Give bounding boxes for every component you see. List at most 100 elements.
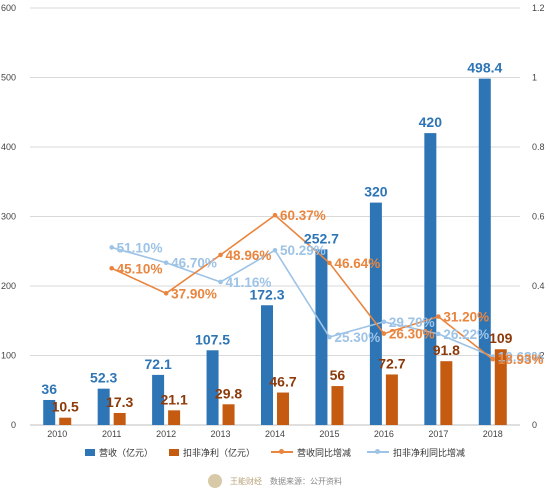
legend-label-revenue-growth: 营收同比增减	[297, 447, 352, 458]
revenue-data-label: 498.4	[467, 60, 502, 76]
revenue-data-label: 72.1	[144, 356, 171, 372]
y-right-tick-label: 0.2	[532, 351, 545, 361]
x-tick-label: 2018	[483, 429, 503, 439]
revenue-growth-data-label: 48.96%	[226, 248, 272, 263]
y-left-tick-label: 100	[1, 351, 16, 361]
revenue-growth-data-label: 60.37%	[280, 208, 326, 223]
legend-swatch-revenue	[84, 448, 95, 456]
profit-bar	[59, 417, 72, 425]
x-tick-label: 2016	[374, 429, 394, 439]
brand-logo-icon	[208, 474, 222, 488]
y-left-tick-label: 0	[11, 420, 16, 430]
revenue-data-label: 107.5	[195, 331, 230, 347]
revenue-growth-point	[163, 290, 169, 296]
profit-growth-point	[272, 247, 278, 253]
revenue-growth-data-label: 45.10%	[117, 261, 163, 276]
revenue-data-label: 172.3	[249, 286, 284, 302]
revenue-growth-data-label: 31.20%	[443, 310, 489, 325]
legend: 营收（亿元） 扣非净利（亿元） 营收同比增减 扣非净利同比增减	[0, 443, 550, 461]
revenue-growth-point	[218, 252, 223, 258]
x-tick-label: 2015	[319, 429, 339, 439]
revenue-bar	[152, 374, 165, 425]
revenue-data-label: 36	[41, 381, 57, 397]
legend-swatch-revenue-growth	[271, 449, 293, 454]
y-left-tick-label: 600	[1, 3, 16, 13]
profit-growth-point	[381, 319, 387, 325]
profit-bar	[494, 349, 507, 425]
y-left-tick-label: 200	[1, 281, 16, 291]
legend-item-profit-growth: 扣非净利同比增减	[367, 446, 465, 459]
footer: 王能财经 数据来源：公开资料	[0, 470, 550, 492]
profit-growth-point	[327, 334, 332, 340]
revenue-growth-data-label: 18.93%	[498, 352, 544, 367]
data-source: 数据来源：公开资料	[270, 476, 342, 486]
brand-name: 王能财经	[230, 476, 262, 486]
profit-bar	[440, 361, 453, 425]
revenue-bar	[43, 399, 56, 425]
x-tick-label: 2011	[102, 429, 121, 439]
profit-data-label: 21.1	[160, 391, 187, 407]
revenue-bar	[261, 305, 273, 425]
combo-chart: 0 100 200 300 400 500 600 0 0.2 0.4 0.6 0.8 1 1.2 2010…	[1, 3, 545, 439]
legend-swatch-profit	[168, 448, 179, 456]
y-right-tick-label: 0.8	[532, 142, 545, 152]
x-tick-label: 2012	[156, 429, 176, 439]
legend-item-revenue: 营收（亿元）	[84, 446, 153, 459]
profit-data-label: 10.5	[52, 399, 79, 415]
profit-bar	[277, 392, 289, 425]
revenue-data-label: 320	[364, 184, 388, 200]
profit-growth-data-label: 19.68%	[498, 350, 544, 365]
legend-item-revenue-growth: 营收同比增减	[271, 446, 351, 459]
revenue-growth-data-label: 37.90%	[171, 286, 217, 301]
x-tick-label: 2017	[428, 429, 448, 439]
revenue-bar	[206, 350, 219, 425]
revenue-growth-point	[436, 314, 441, 319]
profit-bar	[222, 404, 235, 425]
profit-data-label: 17.3	[106, 394, 133, 410]
profit-growth-data-label: 46.70%	[171, 256, 217, 271]
profit-data-label: 91.8	[433, 342, 460, 358]
y-right-tick-label: 0.6	[532, 212, 545, 222]
profit-growth-point	[218, 279, 223, 285]
revenue-data-label: 420	[419, 114, 443, 130]
profit-bar	[331, 386, 344, 425]
revenue-growth-point	[327, 260, 332, 266]
profit-data-label: 109	[489, 330, 513, 346]
legend-label-profit: 扣非净利（亿元）	[182, 447, 255, 458]
revenue-growth-data-label: 26.30%	[389, 327, 435, 342]
revenue-growth-point	[272, 212, 278, 218]
profit-growth-data-label: 29.70%	[389, 315, 435, 330]
profit-growth-data-label: 50.29%	[280, 243, 326, 258]
legend-item-profit: 扣非净利（亿元）	[168, 446, 255, 459]
profit-bar	[113, 412, 126, 425]
profit-growth-point	[436, 331, 441, 337]
revenue-growth-point	[490, 356, 496, 362]
revenue-growth-point	[381, 331, 387, 336]
revenue-data-label: 52.3	[90, 370, 117, 386]
y-right-tick-label: 0.4	[532, 281, 545, 291]
profit-growth-point	[109, 245, 114, 250]
x-tick-label: 2013	[211, 429, 231, 439]
profit-growth-data-label: 26.22%	[443, 327, 489, 342]
revenue-bar	[315, 249, 328, 425]
profit-data-label: 29.8	[215, 385, 242, 401]
profit-data-label: 56	[330, 367, 346, 383]
revenue-bar	[97, 388, 110, 425]
revenue-growth-data-label: 46.64%	[334, 256, 380, 271]
profit-growth-line	[111, 246, 494, 358]
profit-growth-point	[163, 260, 169, 266]
y-left-tick-label: 300	[1, 212, 16, 222]
profit-growth-data-label: 41.16%	[226, 275, 272, 290]
x-tick-label: 2014	[265, 429, 285, 439]
y-right-tick-label: 1.2	[532, 3, 545, 13]
profit-bar	[168, 410, 181, 425]
y-left-tick-label: 500	[1, 73, 16, 83]
revenue-growth-point	[109, 265, 114, 271]
revenue-bar	[478, 78, 491, 425]
legend-label-revenue: 营收（亿元）	[98, 447, 153, 458]
revenue-bar	[424, 133, 437, 425]
profit-growth-data-label: 51.10%	[117, 240, 163, 255]
revenue-data-label: 252.7	[304, 230, 339, 246]
x-tick-label: 2010	[47, 429, 67, 439]
y-right-tick-label: 1	[532, 73, 537, 83]
